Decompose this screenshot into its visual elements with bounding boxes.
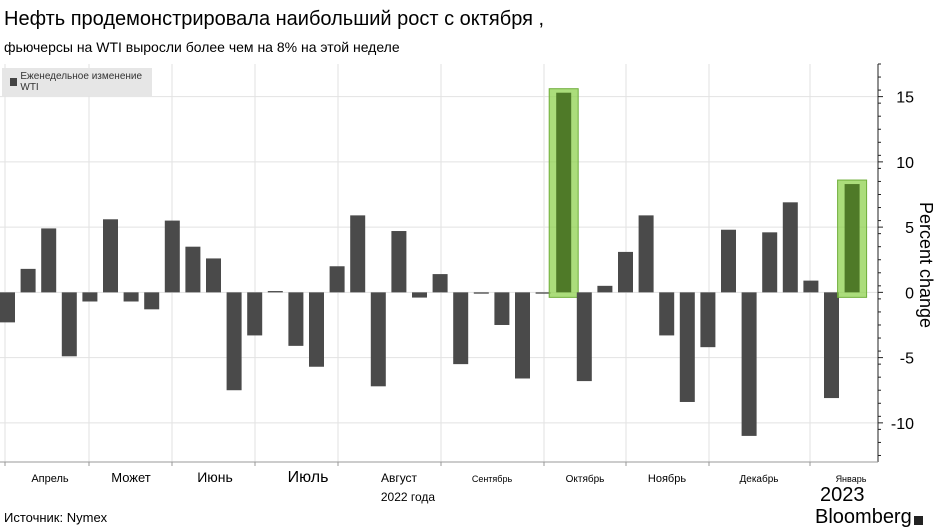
y-tick-label: 0	[905, 285, 914, 302]
x-tick-label: Ноябрь	[648, 473, 686, 485]
brand-text: Bloomberg	[815, 506, 912, 528]
y-tick-label: -10	[891, 416, 914, 433]
bar	[309, 292, 324, 367]
bar	[103, 219, 118, 293]
bar	[206, 258, 221, 293]
chart-legend: Еженедельное изменение WTI	[2, 68, 152, 96]
bar	[164, 220, 180, 293]
bar	[535, 292, 551, 294]
bar-highlighted	[556, 92, 572, 293]
bar	[391, 231, 407, 293]
year-label-2023: 2023	[820, 484, 865, 506]
y-tick-label: 15	[896, 90, 914, 107]
bar	[453, 292, 469, 365]
bar	[824, 292, 839, 399]
bar	[576, 292, 592, 382]
bar	[350, 215, 366, 293]
bar	[700, 292, 716, 348]
bar	[61, 292, 77, 357]
bar	[288, 292, 304, 346]
bar	[494, 292, 510, 325]
bar	[412, 292, 427, 298]
bar	[144, 292, 160, 310]
chart-title: Нефть продемонстрировала наибольший рост…	[4, 8, 545, 30]
bar	[515, 292, 530, 379]
brand-chart-icon	[913, 516, 923, 525]
bar	[762, 232, 778, 293]
bar	[597, 285, 613, 293]
x-tick-label: Июнь	[197, 469, 233, 485]
x-tick-label: Август	[381, 471, 418, 485]
x-tick-label: Сентябрь	[472, 474, 513, 484]
legend-label: Еженедельное изменение WTI	[20, 71, 143, 93]
bar	[20, 268, 36, 293]
bar	[638, 215, 654, 293]
x-tick-label: Январь	[836, 474, 867, 484]
bar	[82, 292, 98, 302]
bar	[803, 280, 819, 293]
legend-swatch	[10, 78, 18, 86]
x-tick-label: Июль	[288, 469, 329, 486]
y-tick-label: 5	[905, 220, 914, 237]
bar	[41, 228, 57, 293]
bar	[123, 292, 139, 302]
bar	[0, 292, 15, 323]
x-tick-label: Октябрь	[566, 473, 605, 485]
y-axis-label: Percent change	[916, 202, 936, 328]
bar	[618, 251, 633, 293]
bar	[432, 274, 448, 293]
bar	[721, 229, 736, 293]
bar	[226, 292, 242, 391]
bar	[741, 292, 757, 436]
bar	[267, 291, 283, 293]
bar	[185, 246, 201, 293]
source-note: Источник: Nymex	[4, 510, 108, 525]
bar	[370, 292, 386, 387]
bloomberg-logo: Bloomberg	[815, 506, 923, 529]
bar	[473, 292, 489, 294]
x-tick-label: Декабрь	[740, 473, 779, 485]
bar	[247, 292, 263, 336]
y-tick-label: -5	[900, 351, 914, 368]
bar-highlighted	[844, 184, 860, 293]
chart-subtitle: фьючерсы на WTI выросли более чем на 8% …	[4, 39, 400, 55]
y-tick-label: 10	[896, 155, 914, 172]
year-label-2022: 2022 года	[381, 490, 436, 504]
x-tick-label: Апрель	[31, 473, 69, 485]
bar	[329, 266, 345, 293]
bar	[782, 202, 798, 293]
bar	[679, 292, 695, 402]
x-tick-label: Может	[111, 470, 151, 485]
bar	[659, 292, 675, 336]
